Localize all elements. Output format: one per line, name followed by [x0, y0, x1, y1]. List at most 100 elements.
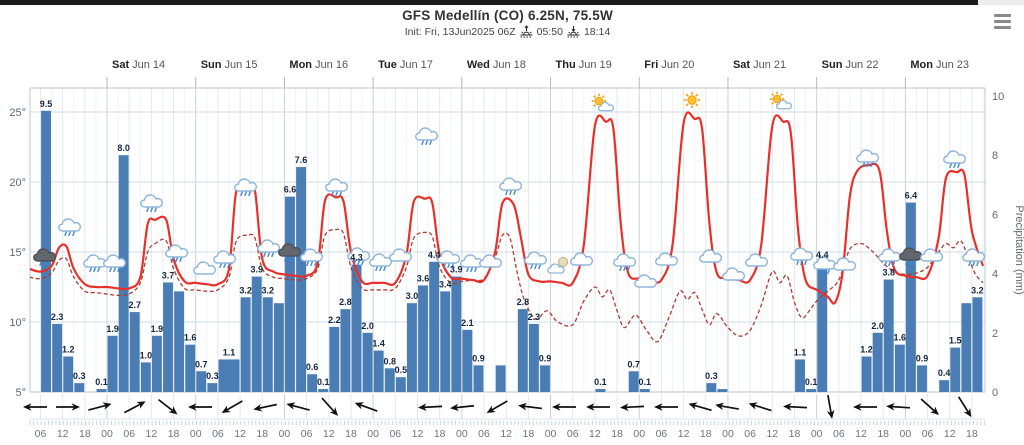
precip-value-label: 6.6: [284, 185, 297, 195]
time-tick-label: 12: [678, 428, 690, 440]
cloud-icon: [745, 253, 769, 267]
rain-icon: [257, 239, 281, 258]
precip-value-label: 2.0: [871, 321, 884, 331]
day-label: Sat Jun 21: [732, 59, 787, 71]
precip-bar: [96, 389, 107, 392]
precip-bar: [163, 282, 173, 392]
precip-bar: [52, 323, 63, 392]
menu-icon[interactable]: [994, 14, 1012, 30]
day-label: Mon Jun 16: [289, 59, 349, 71]
precip-bar: [307, 374, 318, 392]
rain-icon: [943, 150, 967, 169]
wind-arrow: [688, 402, 712, 412]
precip-value-label: 2.8: [339, 297, 352, 307]
time-tick-label: 00: [811, 428, 823, 440]
time-tick-label: 18: [434, 428, 446, 440]
wind-arrow: [715, 402, 739, 411]
precip-value-label: 0.3: [73, 371, 86, 381]
day-label: Mon Jun 23: [910, 59, 969, 71]
temp-axis-tick: 10°: [9, 317, 26, 329]
precip-bar: [939, 380, 950, 392]
time-tick-label: 12: [412, 428, 424, 440]
wind-arrow: [124, 401, 146, 414]
top-border-strip: [0, 0, 978, 5]
wind-arrow: [748, 402, 772, 412]
time-tick-label: 18: [877, 428, 889, 440]
precip-bar: [528, 323, 539, 392]
rain-icon: [83, 254, 107, 273]
time-tick-label: 12: [146, 428, 158, 440]
time-tick-label: 18: [168, 428, 180, 440]
precip-bar: [972, 297, 983, 392]
precip-value-label: 0.9: [916, 353, 929, 363]
time-tick-label: 06: [35, 428, 47, 440]
precip-bar: [151, 335, 162, 392]
precip-value-label: 0.9: [472, 353, 485, 363]
wind-arrow: [286, 402, 310, 411]
precip-value-label: 2.1: [461, 318, 474, 328]
day-label: Sun Jun 22: [821, 59, 879, 71]
precip-axis-tick: 6: [992, 209, 998, 221]
precip-axis-tick: 4: [992, 269, 998, 281]
time-tick-label: 00: [545, 428, 557, 440]
precip-bar: [451, 276, 462, 392]
rain-icon: [613, 253, 637, 272]
sun-cloud-icon: [591, 93, 615, 112]
time-tick-label: 18: [523, 428, 535, 440]
precip-value-label: 0.5: [395, 365, 408, 375]
precip-bar: [418, 285, 428, 392]
day-label: Sat Jun 14: [112, 59, 166, 71]
dark-rain-icon: [278, 243, 302, 262]
time-tick-label: 18: [345, 428, 357, 440]
precip-value-label: 0.7: [627, 359, 640, 369]
precip-value-label: 2.3: [51, 312, 64, 322]
wind-arrow: [654, 403, 678, 411]
time-tick-label: 12: [500, 428, 512, 440]
precip-bar: [395, 377, 406, 392]
time-tick-label: 00: [633, 428, 645, 440]
wind-arrow: [586, 403, 610, 411]
rain-icon: [369, 253, 393, 272]
time-tick-label: 12: [589, 428, 601, 440]
precip-value-label: 0.1: [805, 377, 818, 387]
time-tick-label: 18: [789, 428, 801, 440]
precip-value-label: 1.1: [223, 347, 236, 357]
wind-arrow: [321, 397, 339, 416]
rain-icon: [347, 247, 371, 266]
time-tick-label: 06: [656, 428, 668, 440]
precip-value-label: 1.4: [372, 339, 385, 349]
precip-value-label: 0.1: [639, 377, 652, 387]
cloud-icon: [920, 248, 944, 262]
dark-rain-icon: [899, 247, 923, 266]
precip-bar-labels: 9.5 2.3 1.2 0.3 0.1 1.9 8.0 2.7 1.0 1.9 3.7 1.6 0.7 0…: [40, 99, 984, 387]
precip-value-label: 1.2: [62, 344, 75, 354]
wind-arrow: [886, 402, 911, 411]
precip-bar: [894, 344, 905, 392]
wind-arrow: [56, 403, 80, 411]
precip-value-label: 0.1: [317, 377, 330, 387]
precip-axis-title: Precipitation (mm): [1013, 205, 1024, 294]
rain-icon: [415, 127, 439, 146]
precip-value-label: 3.2: [971, 285, 984, 295]
cloud-icon: [722, 267, 746, 281]
temp-axis-tick: 20°: [9, 177, 26, 189]
time-tick-label: 12: [766, 428, 778, 440]
precip-value-label: 2.7: [128, 300, 141, 310]
rain-icon: [300, 248, 324, 267]
time-tick-label: 06: [123, 428, 135, 440]
precip-value-label: 3.2: [239, 285, 252, 295]
precip-bar: [373, 350, 384, 392]
precip-value-label: 1.6: [184, 333, 197, 343]
precip-value-label: 8.0: [117, 143, 130, 153]
precip-value-label: 3.0: [406, 291, 419, 301]
precip-value-label: 4.3: [350, 253, 363, 263]
precip-value-label: 2.0: [361, 321, 374, 331]
precip-bar: [440, 291, 451, 392]
precip-bar: [905, 202, 916, 392]
precip-bar: [351, 264, 362, 392]
precip-bar: [174, 291, 185, 392]
time-tick-label: 18: [611, 428, 623, 440]
time-tick-label: 12: [855, 428, 867, 440]
